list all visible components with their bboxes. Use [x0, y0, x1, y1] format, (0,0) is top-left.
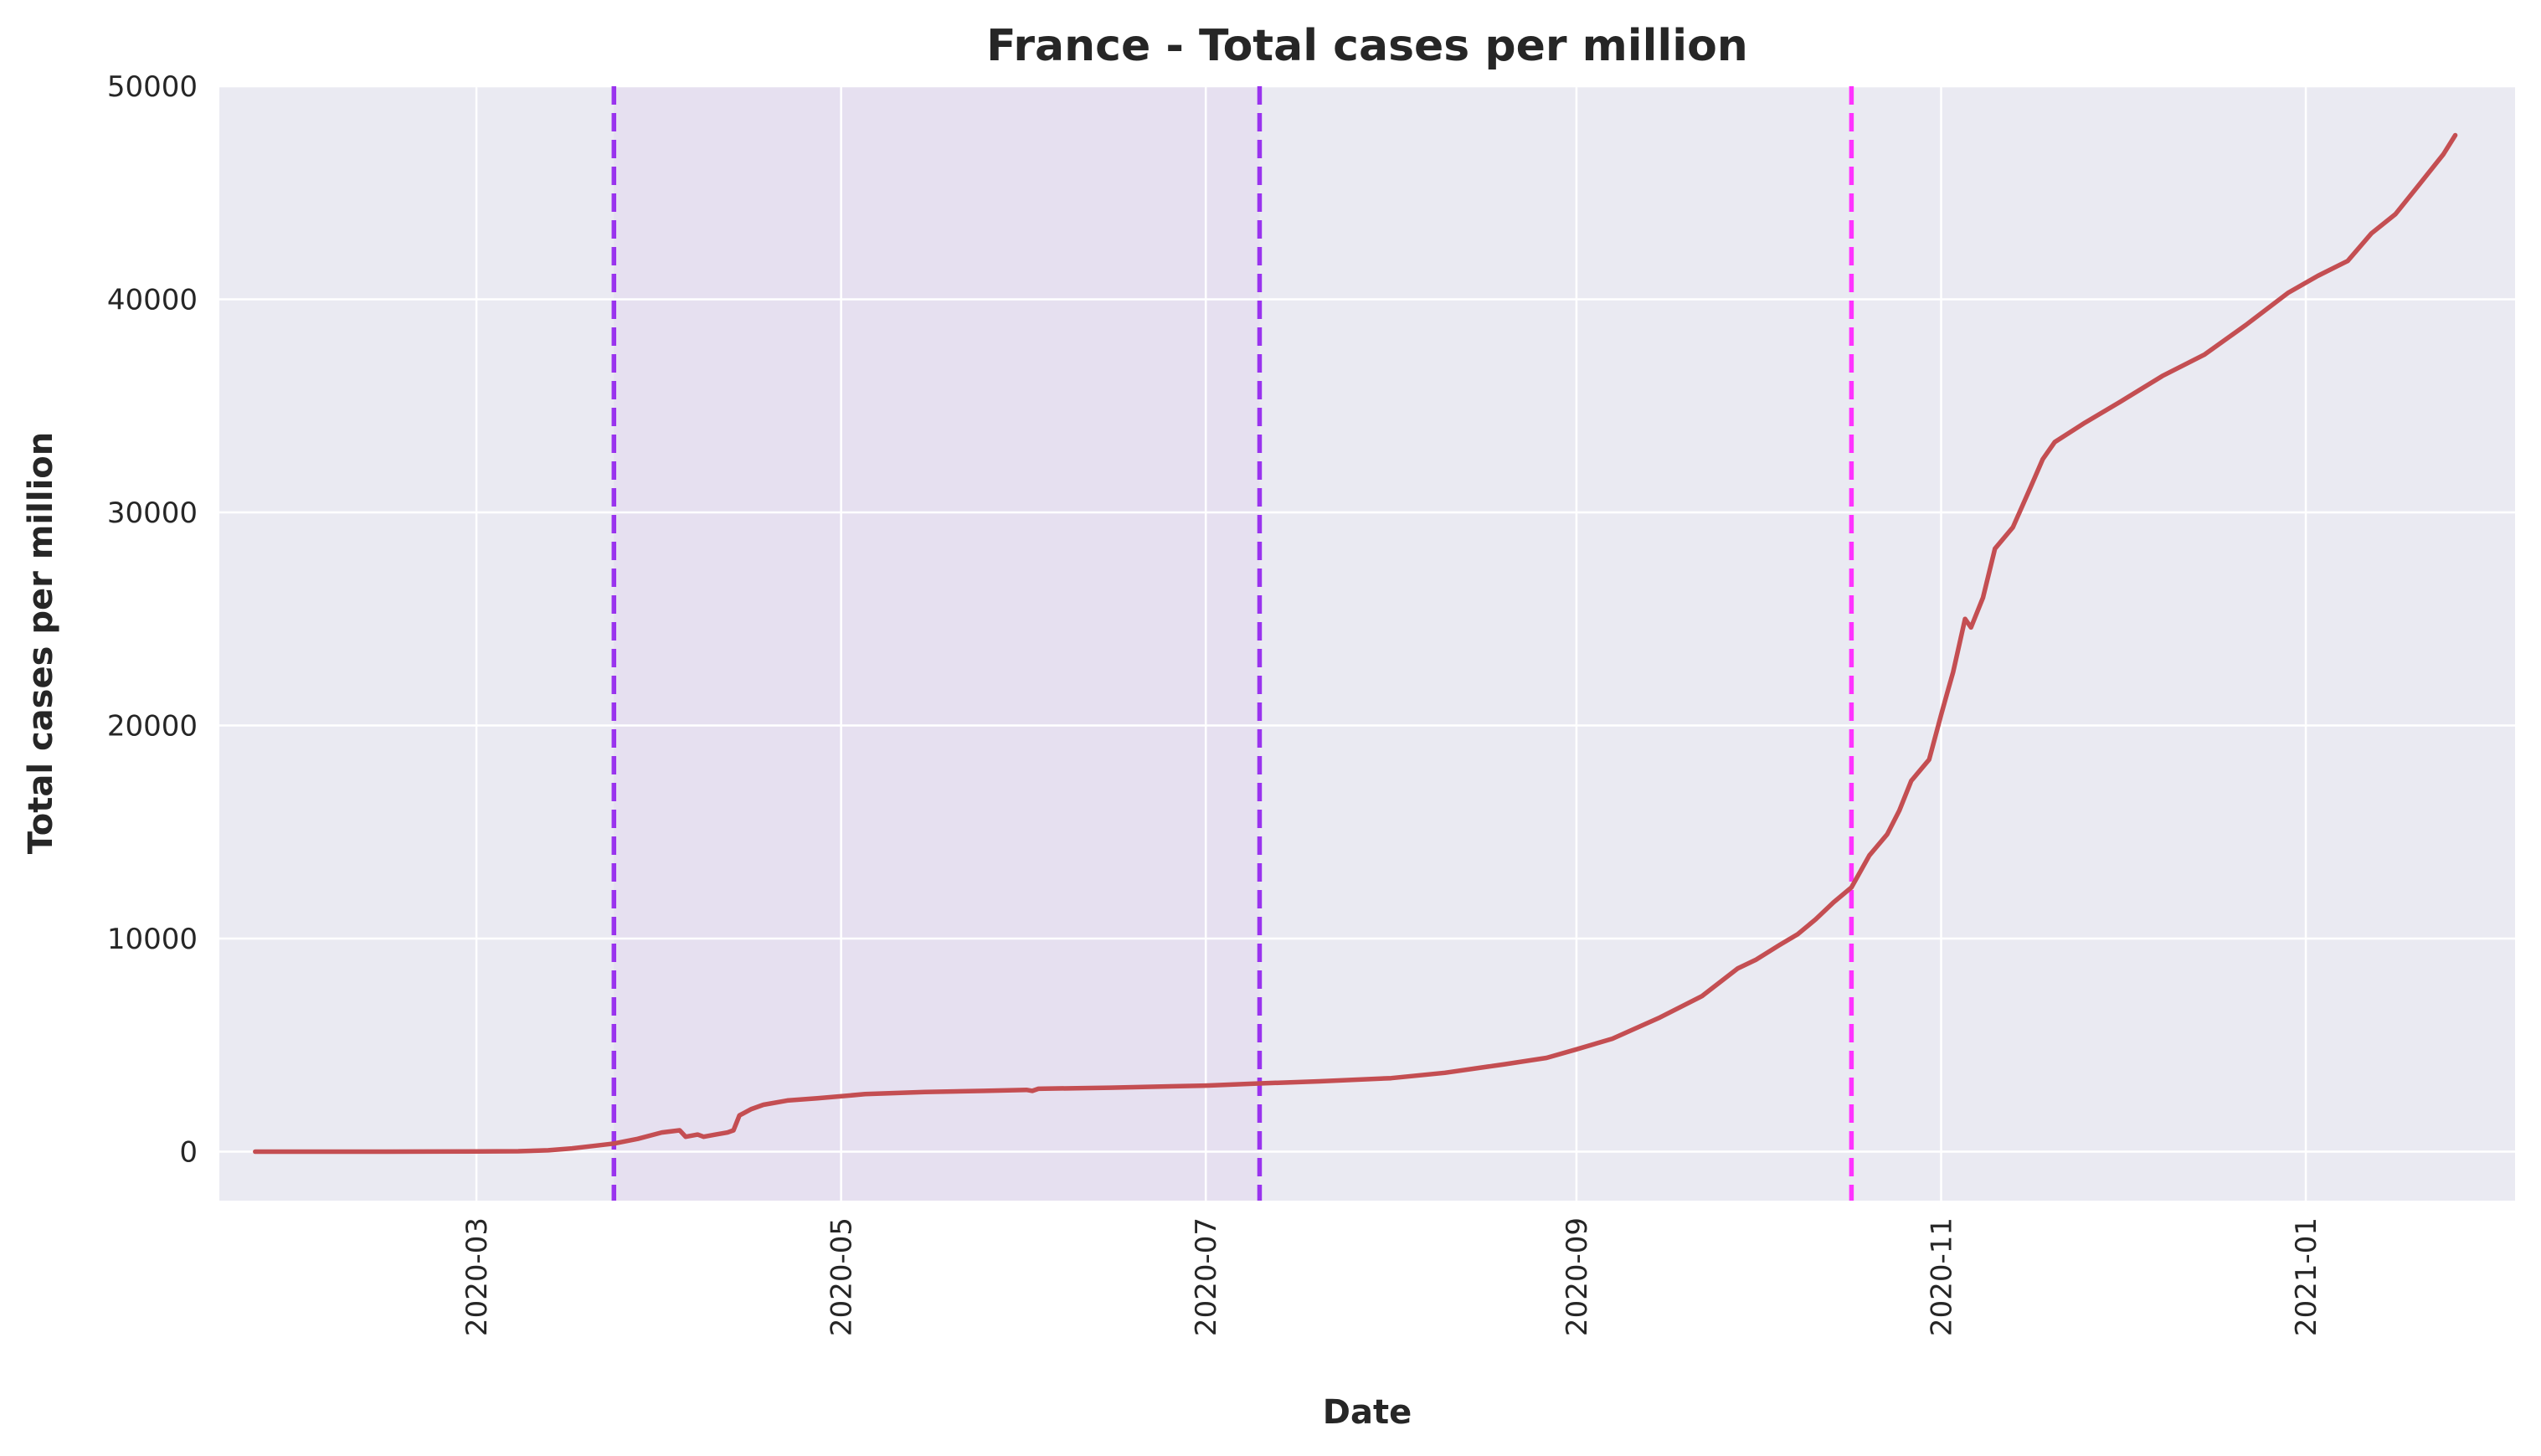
x-tick-label: 2020-07 [1190, 1217, 1223, 1336]
y-tick-label: 0 [179, 1135, 198, 1169]
y-tick-label: 20000 [107, 709, 198, 743]
x-tick-label: 2020-03 [460, 1217, 494, 1336]
x-tick-label: 2020-05 [826, 1217, 859, 1336]
x-tick-label: 2021-01 [2290, 1217, 2323, 1336]
x-tick-label: 2020-09 [1561, 1217, 1594, 1336]
y-tick-label: 50000 [107, 70, 198, 104]
y-tick-label: 10000 [107, 923, 198, 956]
y-tick-label: 40000 [107, 283, 198, 316]
y-axis-label: Total cases per million [22, 432, 60, 854]
y-tick-label: 30000 [107, 496, 198, 530]
series-line-1 [253, 132, 2458, 1155]
plot-background [219, 86, 2515, 1201]
x-tick-label: 2020-11 [1926, 1217, 1959, 1336]
shaded-period [614, 86, 1260, 1201]
x-axis-label: Date [1323, 1393, 1412, 1432]
chart-title: France - Total cases per million [986, 21, 1748, 71]
